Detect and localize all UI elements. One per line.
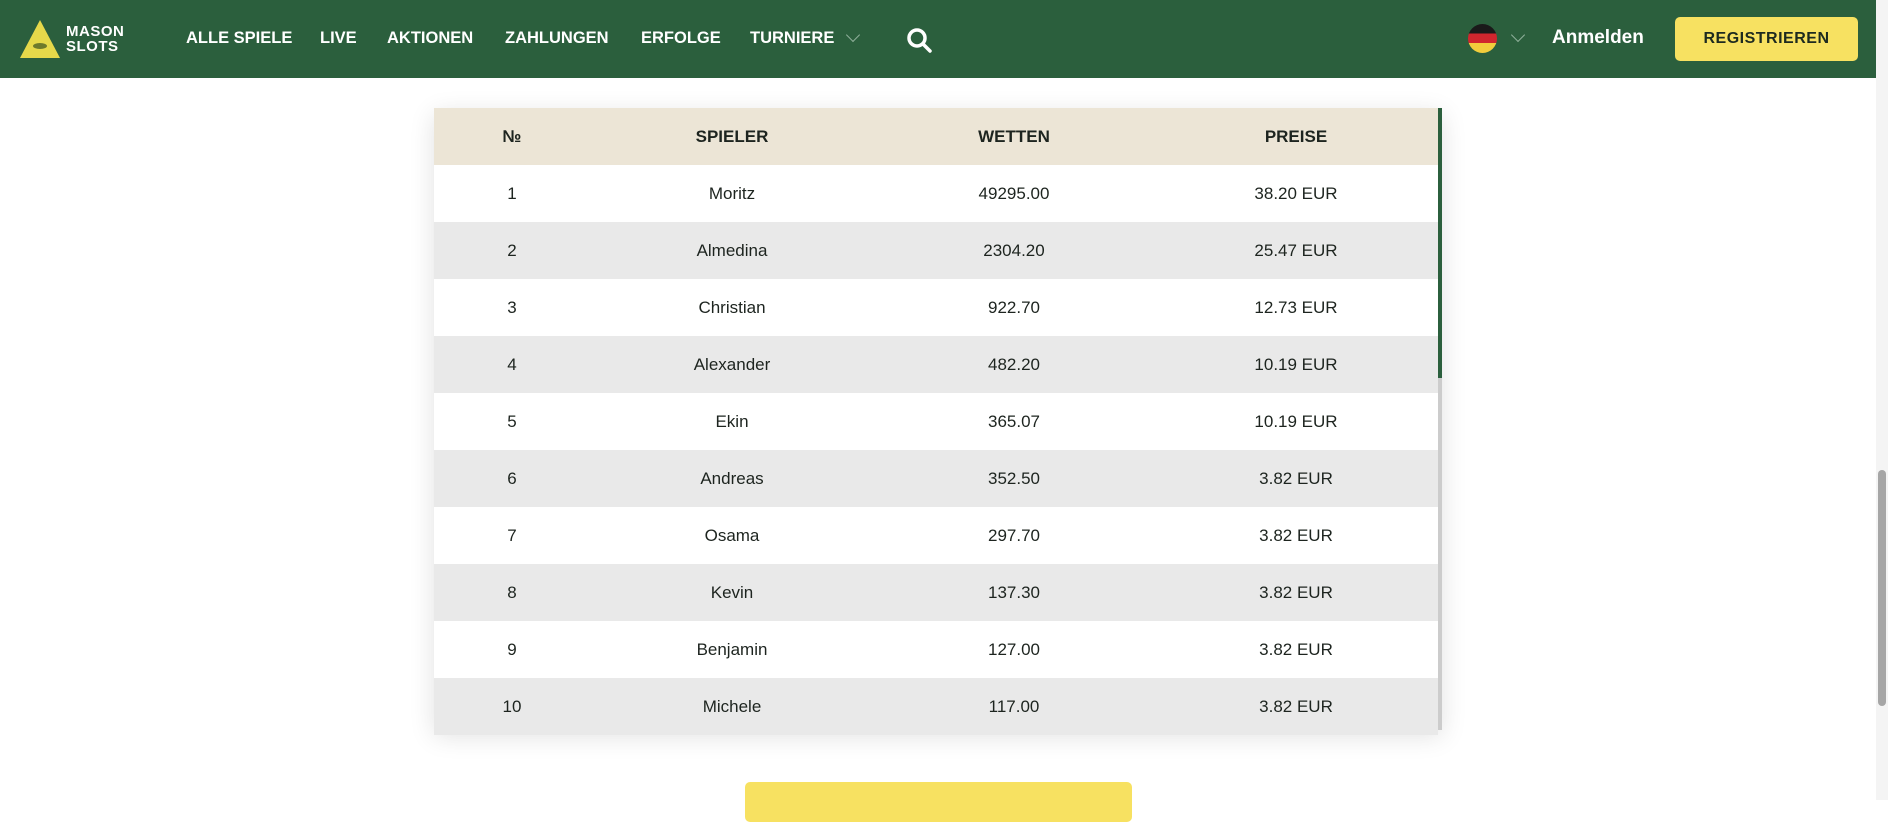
cell-bets: 127.00	[988, 639, 1040, 659]
cell-rank: 6	[434, 450, 590, 507]
cell-rank: 5	[507, 411, 517, 431]
cell-prize: 12.73 EUR	[1254, 297, 1338, 317]
cell-bets: 2304.20	[874, 222, 1154, 279]
cell-bets: 49295.00	[978, 183, 1050, 203]
cell-prize: 3.82 EUR	[1154, 450, 1438, 507]
cell-bets: 482.20	[874, 336, 1154, 393]
cell-rank: 3	[507, 297, 517, 317]
table-row: 3 Christian 922.70 12.73 EUR	[434, 279, 1438, 336]
cell-player: Kevin	[590, 564, 874, 621]
nav-zahlungen[interactable]: ZAHLUNGEN	[505, 29, 609, 47]
table-row: 10 Michele 117.00 3.82 EUR	[434, 678, 1438, 735]
cell-rank: 7	[507, 525, 517, 545]
table-header-row: № SPIELER WETTEN PREISE	[434, 108, 1438, 165]
chevron-down-icon[interactable]	[845, 27, 861, 43]
page-scrollbar[interactable]	[1876, 0, 1888, 800]
table-scrollbar[interactable]	[1438, 108, 1442, 730]
search-icon[interactable]	[906, 27, 932, 53]
nav-live[interactable]: LIVE	[320, 29, 357, 47]
cell-rank: 10	[434, 678, 590, 735]
cell-rank: 4	[434, 336, 590, 393]
cell-player: Moritz	[708, 183, 756, 203]
leaderboard-table: № SPIELER WETTEN PREISE 1 Moritz 49295.00 3…	[434, 108, 1442, 735]
table-scrollbar-thumb[interactable]	[1438, 108, 1442, 378]
table-row: 1 Moritz 49295.00 38.20 EUR	[434, 165, 1438, 222]
show-more-button[interactable]	[745, 782, 1132, 822]
cell-rank: 2	[434, 222, 590, 279]
table-row: 8 Kevin 137.30 3.82 EUR	[434, 564, 1438, 621]
cell-bets: 297.70	[988, 525, 1040, 545]
cell-bets: 365.07	[988, 411, 1040, 431]
table-row: 4 Alexander 482.20 10.19 EUR	[434, 336, 1438, 393]
cell-prize: 10.19 EUR	[1254, 411, 1338, 431]
cell-prize: 3.82 EUR	[1259, 639, 1333, 659]
logo[interactable]: MASON SLOTS	[20, 20, 124, 58]
nav-erfolge[interactable]: ERFOLGE	[641, 29, 721, 47]
cell-player: Ekin	[715, 411, 749, 431]
register-button[interactable]: REGISTRIEREN	[1675, 17, 1858, 61]
cell-prize: 38.20 EUR	[1254, 183, 1338, 203]
logo-pyramid-icon	[20, 20, 60, 58]
header-prizes: PREISE	[1154, 108, 1438, 165]
table-row: 9 Benjamin 127.00 3.82 EUR	[434, 621, 1438, 678]
cell-prize: 3.82 EUR	[1259, 525, 1333, 545]
language-chevron-icon[interactable]	[1510, 27, 1526, 43]
nav-turniere[interactable]: TURNIERE	[750, 29, 835, 47]
logo-text-1: MASON	[66, 23, 125, 40]
cell-prize: 25.47 EUR	[1154, 222, 1438, 279]
cell-player: Alexander	[590, 336, 874, 393]
cell-bets: 352.50	[874, 450, 1154, 507]
table-row: 5 Ekin 365.07 10.19 EUR	[434, 393, 1438, 450]
cell-rank: 9	[507, 639, 517, 659]
cell-prize: 3.82 EUR	[1154, 564, 1438, 621]
cell-prize: 10.19 EUR	[1154, 336, 1438, 393]
logo-text-2: SLOTS	[66, 38, 119, 55]
table-row: 6 Andreas 352.50 3.82 EUR	[434, 450, 1438, 507]
nav-alle-spiele[interactable]: ALLE SPIELE	[186, 29, 293, 47]
cell-prize: 3.82 EUR	[1154, 678, 1438, 735]
cell-player: Benjamin	[696, 639, 768, 659]
cell-player: Michele	[590, 678, 874, 735]
cell-player: Osama	[704, 525, 760, 545]
page-scrollbar-thumb[interactable]	[1878, 470, 1886, 706]
cell-bets: 922.70	[988, 297, 1040, 317]
login-link[interactable]: Anmelden	[1552, 27, 1644, 48]
cell-player: Almedina	[590, 222, 874, 279]
header-bets: WETTEN	[874, 108, 1154, 165]
cell-rank: 1	[507, 183, 517, 203]
table-row: 7 Osama 297.70 3.82 EUR	[434, 507, 1438, 564]
language-flag-icon[interactable]	[1468, 24, 1497, 53]
cell-rank: 8	[434, 564, 590, 621]
cell-player: Christian	[698, 297, 766, 317]
cell-bets: 137.30	[874, 564, 1154, 621]
header-rank: №	[434, 108, 590, 165]
cell-player: Andreas	[590, 450, 874, 507]
top-nav: MASON SLOTS ALLE SPIELE LIVE AKTIONEN ZA…	[0, 0, 1876, 78]
nav-aktionen[interactable]: AKTIONEN	[387, 29, 474, 47]
cell-bets: 117.00	[874, 678, 1154, 735]
table-row: 2 Almedina 2304.20 25.47 EUR	[434, 222, 1438, 279]
header-player: SPIELER	[590, 108, 874, 165]
